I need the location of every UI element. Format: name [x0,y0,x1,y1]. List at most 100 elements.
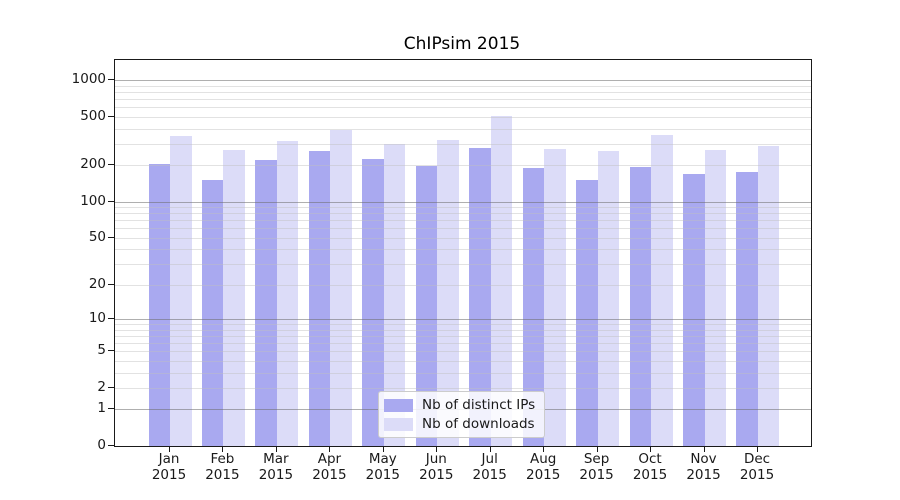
bar-distinct-ips-sep [576,180,598,446]
bar-downloads-aug [544,149,566,446]
x-tick-label-aug: Aug 2015 [526,451,561,483]
x-tick-mark-may [382,446,384,452]
bar-distinct-ips-nov [683,173,705,446]
x-tick-label-may: May 2015 [365,451,400,483]
bar-downloads-jan [170,136,192,446]
y-tick-mark-100 [108,200,114,202]
grid-layer [115,60,811,446]
y-tick-label-50: 50 [88,228,106,245]
gridline-2 [115,387,811,389]
gridline-50 [115,237,811,239]
gridline-40 [115,249,811,251]
plot-area [114,59,812,447]
bar-downloads-mar [276,140,299,446]
bar-downloads-dec [757,146,780,446]
gridline-9 [115,324,811,325]
gridline-90 [115,207,811,209]
y-tick-label-10: 10 [88,309,106,326]
x-tick-mark-mar [275,446,277,452]
bar-distinct-ips-oct [629,167,652,446]
gridline-80 [115,213,811,215]
gridline-6 [115,342,811,344]
bar-distinct-ips-dec [736,171,758,446]
y-tick-label-0: 0 [97,437,106,453]
gridline-300 [115,143,811,145]
y-tick-label-20: 20 [88,275,106,292]
x-tick-mark-oct [650,446,651,452]
gridline-10 [115,319,811,320]
bar-distinct-ips-jan [148,163,170,446]
gridline-30 [115,264,811,266]
gridline-5 [115,351,811,353]
gridline-900 [115,85,811,87]
gridline-3 [115,372,811,374]
bar-downloads-nov [704,150,726,446]
bar-downloads-apr [330,129,352,446]
x-tick-label-jul: Jul 2015 [472,451,507,483]
bar-distinct-ips-apr [308,150,331,446]
legend-swatch-downloads [384,417,413,431]
y-tick-mark-200 [108,164,114,166]
bar-distinct-ips-may [362,158,384,446]
y-tick-mark-500 [108,115,114,117]
gridline-500 [115,116,811,118]
y-tick-label-100: 100 [80,192,106,209]
gridline-4 [115,360,811,362]
x-tick-mark-apr [329,446,331,452]
gridline-100 [115,201,811,203]
x-tick-mark-feb [222,446,224,452]
x-tick-mark-jan [169,446,170,452]
gridline-8 [115,329,811,331]
gridline-1000 [115,80,811,81]
y-tick-mark-5 [108,350,114,352]
x-tick-mark-jul [489,446,491,452]
gridline-700 [115,98,811,100]
y-tick-mark-1000 [108,79,114,80]
gridline-20 [115,284,811,286]
y-tick-mark-1 [108,408,114,410]
bar-downloads-oct [651,135,673,446]
bar-downloads-may [383,143,406,446]
x-tick-label-apr: Apr 2015 [312,451,347,483]
y-tick-label-200: 200 [80,156,106,173]
bar-distinct-ips-aug [522,167,545,446]
gridline-600 [115,107,811,109]
y-tick-mark-20 [108,283,114,285]
legend-label-downloads: Nb of downloads [422,416,535,432]
y-tick-label-500: 500 [80,107,106,124]
gridline-70 [115,220,811,222]
y-tick-label-2: 2 [97,378,106,395]
gridline-400 [115,128,811,130]
bar-downloads-jun [437,140,459,446]
x-tick-mark-jun [436,446,438,452]
bar-downloads-jul [490,116,513,446]
x-tick-label-jan: Jan 2015 [151,451,187,483]
y-tick-mark-10 [108,318,114,319]
legend-entry-downloads: Nb of downloads [384,416,535,432]
x-tick-label-nov: Nov 2015 [686,451,721,483]
bar-distinct-ips-mar [255,160,277,446]
x-tick-mark-nov [703,446,705,452]
legend-label-distinct-ips: Nb of distinct IPs [422,397,536,413]
legend-swatch-distinct-ips [384,398,413,412]
y-tick-mark-0 [108,445,114,446]
gridline-200 [115,165,811,167]
bar-downloads-sep [597,150,620,446]
x-tick-label-sep: Sep 2015 [579,451,614,483]
x-tick-label-oct: Oct 2015 [632,451,668,483]
legend-entry-distinct-ips: Nb of distinct IPs [384,397,535,413]
y-tick-label-5: 5 [97,342,106,359]
gridline-7 [115,335,811,337]
y-tick-mark-2 [108,386,114,388]
legend: Nb of distinct IPs Nb of downloads [378,391,546,438]
x-tick-mark-sep [596,446,598,452]
x-tick-label-jun: Jun 2015 [419,451,454,483]
bars-layer [115,60,811,446]
x-tick-label-feb: Feb 2015 [205,451,240,483]
x-tick-mark-dec [757,446,758,452]
y-tick-label-1000: 1000 [71,71,106,88]
chart-title: ChIPsim 2015 [403,34,521,54]
gridline-800 [115,91,811,93]
x-tick-mark-aug [543,446,545,452]
